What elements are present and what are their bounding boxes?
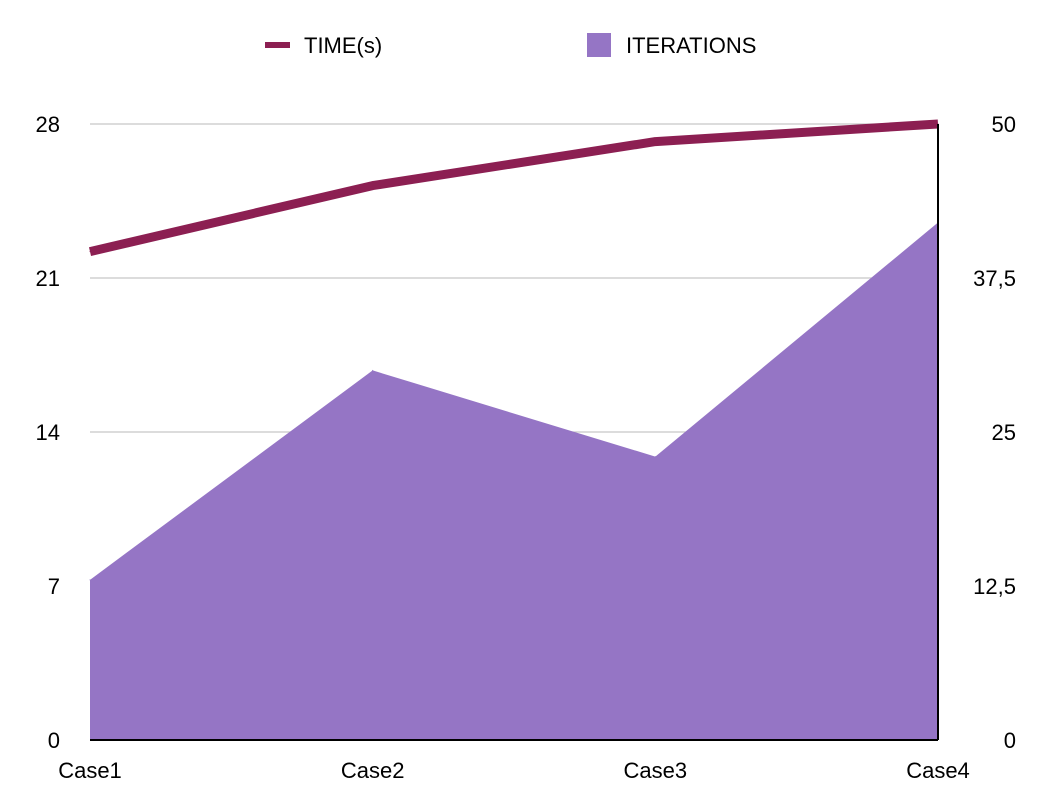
left-tick-label: 28 (36, 112, 60, 137)
left-tick-label: 21 (36, 266, 60, 291)
legend-label-time: TIME(s) (304, 33, 382, 58)
left-axis-ticks: 0 7 14 21 28 (36, 112, 60, 753)
left-tick-label: 7 (48, 574, 60, 599)
iterations-area (90, 222, 938, 740)
x-tick-label: Case2 (341, 758, 405, 783)
legend-swatch-area (587, 33, 611, 57)
time-point-case3 (654, 141, 656, 143)
legend-item-iterations: ITERATIONS (587, 33, 756, 58)
x-tick-label: Case3 (624, 758, 688, 783)
time-line-layer (88, 119, 939, 256)
x-tick-label: Case4 (906, 758, 970, 783)
right-tick-label: 50 (992, 112, 1016, 137)
right-tick-label: 12,5 (973, 574, 1016, 599)
iterations-point-case2 (372, 369, 374, 371)
right-axis-ticks: 0 12,5 25 37,5 50 (973, 112, 1016, 753)
axes (90, 124, 939, 741)
iterations-point-case3 (654, 456, 656, 458)
legend: TIME(s) ITERATIONS (265, 33, 756, 58)
legend-item-time: TIME(s) (265, 33, 382, 58)
legend-label-iterations: ITERATIONS (626, 33, 756, 58)
iterations-area-layer (89, 222, 939, 740)
right-tick-label: 0 (1004, 728, 1016, 753)
x-tick-label: Case1 (58, 758, 122, 783)
left-tick-label: 14 (36, 420, 60, 445)
right-tick-label: 25 (992, 420, 1016, 445)
right-tick-label: 37,5 (973, 266, 1016, 291)
time-point-case2 (372, 185, 374, 187)
time-line (88, 119, 939, 256)
x-axis-ticks: Case1 Case2 Case3 Case4 (58, 758, 970, 783)
time-point-case1 (89, 251, 91, 253)
left-tick-label: 0 (48, 728, 60, 753)
iterations-point-case1 (89, 579, 91, 581)
